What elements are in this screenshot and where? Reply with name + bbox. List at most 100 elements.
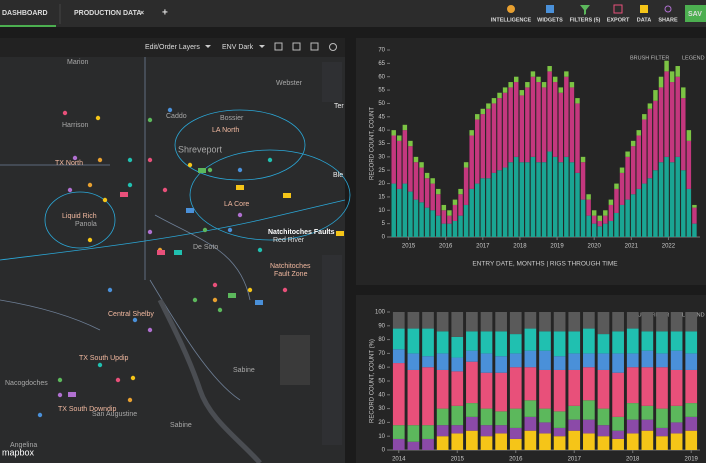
map-label: Angelina bbox=[10, 442, 37, 449]
bar-segment bbox=[514, 76, 519, 83]
bar-segment bbox=[466, 350, 478, 362]
well-dot bbox=[202, 227, 208, 233]
bar-segment bbox=[524, 430, 537, 450]
tool[interactable]: WIDGETS bbox=[537, 17, 563, 23]
well-dot bbox=[227, 227, 233, 233]
bar-segment bbox=[675, 156, 680, 237]
bar-segment bbox=[480, 178, 486, 237]
bar-segment bbox=[552, 156, 558, 237]
bar-segment bbox=[508, 162, 513, 237]
bar-segment bbox=[568, 369, 581, 406]
well-dot bbox=[147, 157, 153, 163]
map bbox=[0, 57, 345, 463]
well-dot bbox=[127, 182, 133, 188]
bar-segment bbox=[419, 167, 424, 203]
well-dot bbox=[187, 162, 193, 168]
bar-segment bbox=[658, 87, 664, 163]
bar-segment bbox=[469, 130, 474, 136]
chart-control[interactable]: LEGEND bbox=[682, 55, 705, 61]
bar-segment bbox=[586, 194, 591, 200]
bar-segment bbox=[519, 95, 525, 163]
bar-segment bbox=[486, 108, 491, 179]
bar-segment bbox=[451, 336, 464, 358]
well-dot bbox=[67, 187, 73, 193]
bar-segment bbox=[530, 76, 536, 157]
bar-segment bbox=[436, 331, 449, 354]
bar-segment bbox=[422, 438, 434, 450]
y-tick-label: 20 bbox=[378, 420, 385, 426]
style-dropdown[interactable]: ENV Dark bbox=[222, 44, 254, 51]
layers-dropdown[interactable]: Edit/Order Layers bbox=[145, 44, 200, 51]
icon[interactable] bbox=[274, 42, 283, 51]
bar-segment bbox=[509, 367, 522, 409]
bar-segment bbox=[430, 183, 435, 211]
save-button[interactable] bbox=[685, 5, 706, 22]
x-tick-label: 2022 bbox=[662, 244, 676, 250]
tool[interactable]: FILTERS (5) bbox=[570, 17, 601, 23]
tab[interactable]: DASHBOARD bbox=[2, 10, 48, 17]
bar-segment bbox=[597, 334, 610, 354]
well-dot bbox=[147, 327, 153, 333]
bar-segment bbox=[436, 194, 441, 216]
tool[interactable]: EXPORT bbox=[607, 17, 630, 23]
bar-segment bbox=[583, 367, 595, 401]
tool[interactable]: SHARE bbox=[658, 17, 678, 23]
add-tab[interactable]: + bbox=[162, 8, 168, 19]
icon[interactable] bbox=[329, 43, 337, 51]
icon bbox=[640, 5, 648, 13]
bar-segment bbox=[569, 82, 575, 88]
tab[interactable]: PRODUCTION DATA bbox=[74, 10, 141, 17]
map-label: Ter bbox=[334, 103, 344, 110]
tool[interactable]: DATA bbox=[637, 17, 651, 23]
bar-segment bbox=[413, 162, 419, 200]
bar-segment bbox=[469, 188, 474, 237]
close-tab[interactable]: × bbox=[140, 10, 144, 17]
bar-segment bbox=[539, 331, 551, 351]
rig-icon bbox=[68, 392, 76, 397]
bar-segment bbox=[422, 312, 434, 329]
bar-segment bbox=[480, 114, 486, 179]
well-dot bbox=[115, 377, 121, 383]
bar-segment bbox=[441, 204, 447, 211]
y-tick-label: 100 bbox=[375, 310, 386, 316]
bar-segment bbox=[541, 82, 547, 88]
bar-segment bbox=[497, 170, 502, 237]
well-dot bbox=[237, 212, 243, 218]
bar-segment bbox=[568, 419, 581, 431]
icon[interactable] bbox=[292, 42, 301, 51]
bar-segment bbox=[630, 146, 636, 195]
bar-segment bbox=[612, 416, 624, 431]
map-label: San Augustine bbox=[92, 411, 137, 418]
bar-segment bbox=[675, 76, 680, 157]
hatched-area bbox=[280, 335, 310, 385]
bar-segment bbox=[591, 223, 597, 237]
chart-control[interactable]: BRUSH FILTER bbox=[630, 55, 669, 61]
map-label: De Soto bbox=[193, 244, 218, 251]
y-tick-label: 25 bbox=[378, 168, 385, 174]
bar-segment bbox=[583, 433, 595, 450]
bar-segment bbox=[686, 130, 692, 141]
bar-segment bbox=[495, 331, 507, 357]
zoom-controls[interactable] bbox=[322, 405, 342, 445]
bar-segment bbox=[630, 140, 636, 147]
map-label: LA North bbox=[212, 127, 239, 134]
bar-segment bbox=[625, 151, 630, 157]
bar-segment bbox=[591, 215, 597, 224]
bar-segment bbox=[458, 188, 463, 195]
bar-segment bbox=[675, 66, 680, 77]
y-tick-label: 80 bbox=[378, 337, 385, 343]
bar-segment bbox=[495, 312, 507, 332]
bar-segment bbox=[553, 312, 566, 332]
map-label: Sabine bbox=[170, 422, 192, 429]
bar-segment bbox=[392, 363, 405, 426]
bar-segment bbox=[451, 312, 464, 337]
tool[interactable]: INTELLIGENCE bbox=[491, 17, 532, 23]
icon[interactable] bbox=[310, 42, 319, 51]
bar-segment bbox=[536, 82, 541, 163]
bar-segment bbox=[525, 162, 530, 237]
rig-icon bbox=[157, 250, 165, 255]
bar-segment bbox=[625, 156, 630, 200]
bar-segment bbox=[408, 140, 413, 147]
y-tick-label: 35 bbox=[378, 141, 385, 147]
